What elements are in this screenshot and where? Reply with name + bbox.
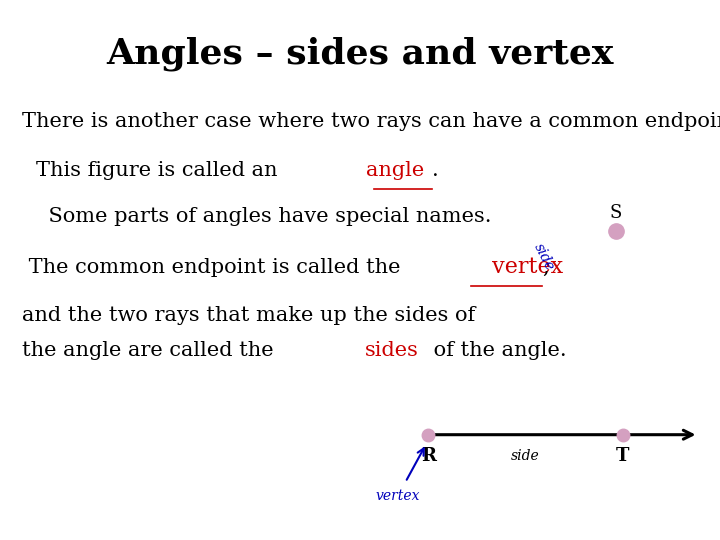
Text: ,: ,: [542, 258, 549, 276]
Text: .: .: [432, 160, 438, 179]
Text: S: S: [609, 204, 622, 222]
Text: side: side: [531, 240, 557, 273]
Text: of the angle.: of the angle.: [427, 341, 567, 360]
Text: sides: sides: [365, 341, 419, 360]
Text: vertex: vertex: [492, 256, 563, 278]
Text: Angles – sides and vertex: Angles – sides and vertex: [107, 37, 613, 71]
Text: side: side: [511, 449, 540, 463]
Text: Some parts of angles have special names.: Some parts of angles have special names.: [22, 206, 491, 226]
Text: angle: angle: [366, 160, 424, 179]
Text: There is another case where two rays can have a common endpoint.: There is another case where two rays can…: [22, 112, 720, 131]
Text: the angle are called the: the angle are called the: [22, 341, 280, 360]
Text: and the two rays that make up the sides of: and the two rays that make up the sides …: [22, 306, 475, 326]
Text: The common endpoint is called the: The common endpoint is called the: [22, 258, 407, 276]
Text: R: R: [421, 447, 436, 465]
Text: vertex: vertex: [375, 489, 420, 503]
Text: This figure is called an: This figure is called an: [36, 160, 284, 179]
Text: T: T: [616, 447, 629, 465]
